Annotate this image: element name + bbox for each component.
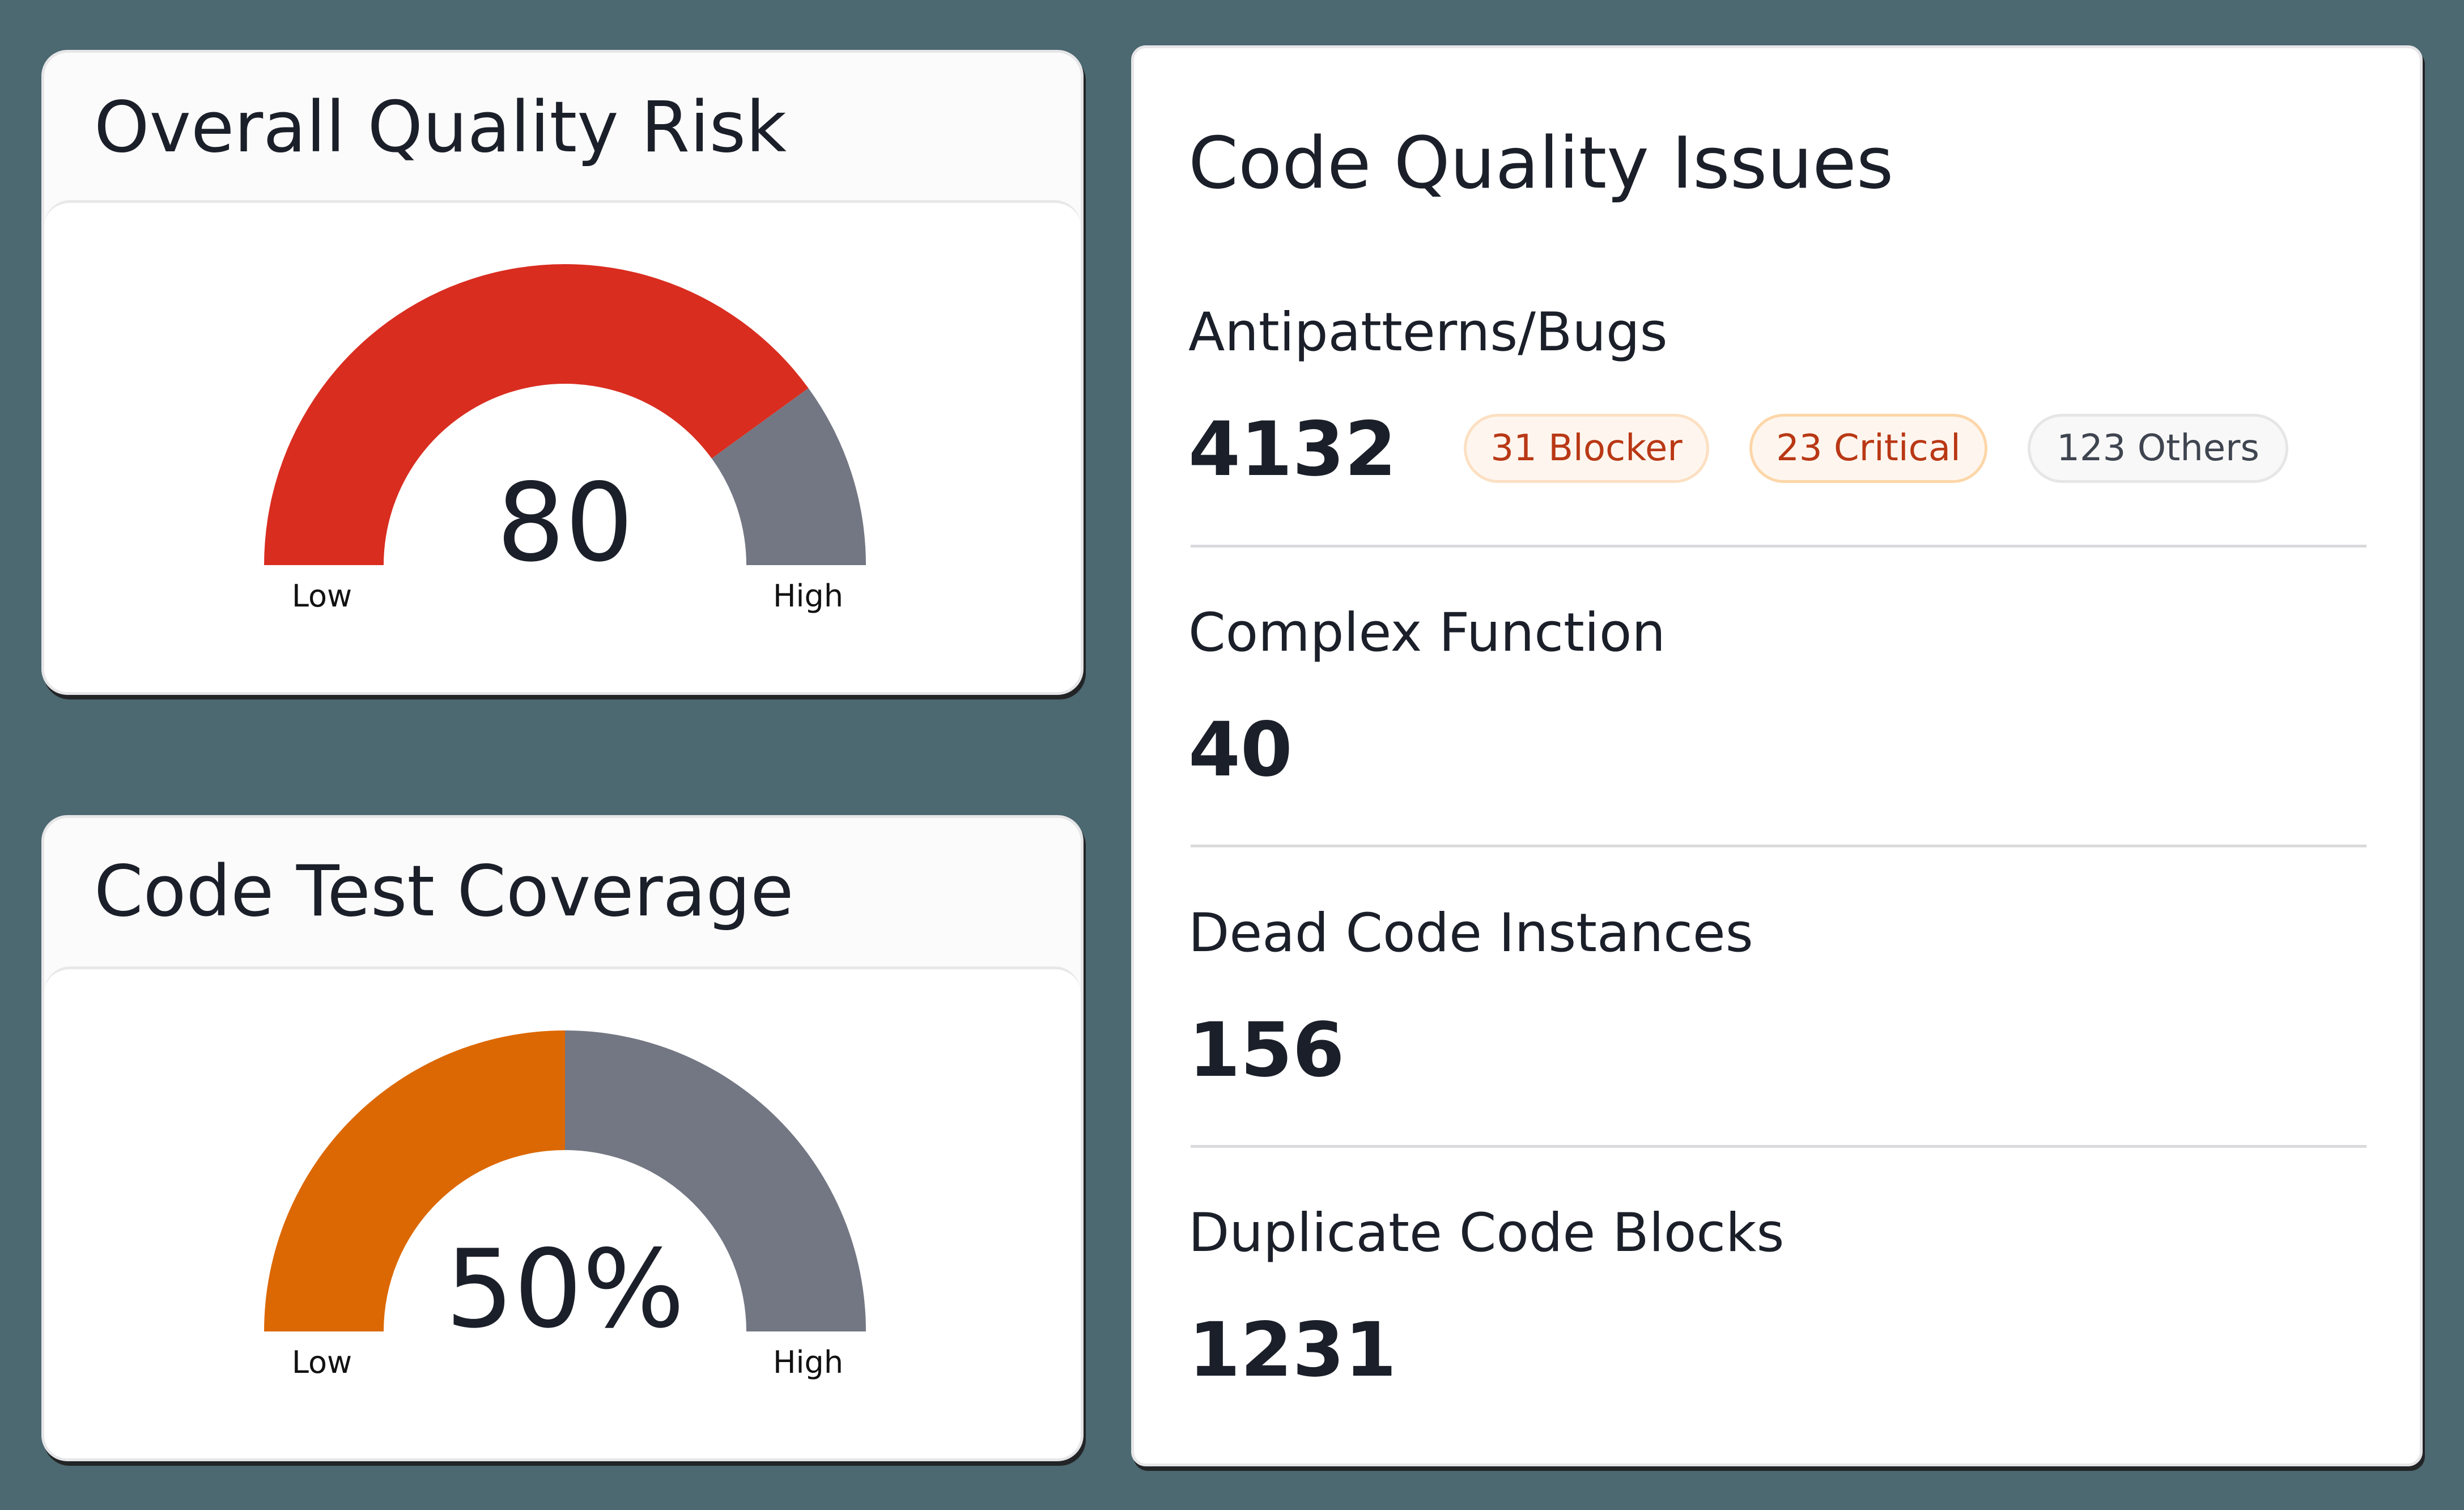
section-divider [1191, 545, 2367, 548]
dead-code-value: 156 [1188, 1007, 1345, 1094]
section-divider [1191, 845, 2367, 847]
blocker-badge: 31 Blocker [1464, 414, 1709, 483]
quality-risk-high-label: High [772, 578, 844, 614]
antipatterns-value: 4132 [1188, 406, 1397, 493]
quality-risk-title: Overall Quality Risk [94, 87, 787, 168]
test-coverage-title: Code Test Coverage [94, 851, 794, 932]
quality-risk-gauge [264, 264, 866, 566]
duplicate-code-label: Duplicate Code Blocks [1188, 1202, 1785, 1264]
antipatterns-label: Antipatterns/Bugs [1188, 302, 1668, 363]
critical-badge: 23 Critical [1749, 414, 1987, 483]
quality-issues-title: Code Quality Issues [1188, 121, 1894, 205]
gauge-track-arc [711, 388, 866, 565]
test-coverage-high-label: High [772, 1344, 844, 1380]
complex-function-label: Complex Function [1188, 602, 1666, 664]
test-coverage-value: 50% [445, 1227, 685, 1352]
section-divider [1191, 1145, 2367, 1148]
duplicate-code-value: 1231 [1188, 1307, 1397, 1394]
quality-risk-low-label: Low [291, 578, 352, 614]
test-coverage-panel: 50% Low High [44, 966, 1081, 1458]
quality-risk-value: 80 [496, 460, 634, 586]
test-coverage-header: Code Test Coverage [44, 818, 1081, 969]
complex-function-value: 40 [1188, 706, 1293, 794]
quality-risk-panel: 80 Low High [44, 200, 1081, 692]
test-coverage-gauge [264, 1030, 866, 1331]
quality-issues-card: Code Quality Issues Antipatterns/Bugs 41… [1131, 45, 2423, 1466]
test-coverage-low-label: Low [291, 1344, 352, 1380]
gauge-track-arc [565, 1030, 866, 1331]
dead-code-label: Dead Code Instances [1188, 902, 1753, 964]
quality-risk-card: Overall Quality Risk 80 Low High [41, 50, 1084, 695]
quality-risk-header: Overall Quality Risk [44, 53, 1081, 203]
gauge-fill-arc [264, 264, 809, 566]
gauge-fill-arc [264, 1030, 565, 1331]
test-coverage-card: Code Test Coverage 50% Low High [41, 815, 1084, 1461]
others-badge: 123 Others [2028, 414, 2288, 483]
